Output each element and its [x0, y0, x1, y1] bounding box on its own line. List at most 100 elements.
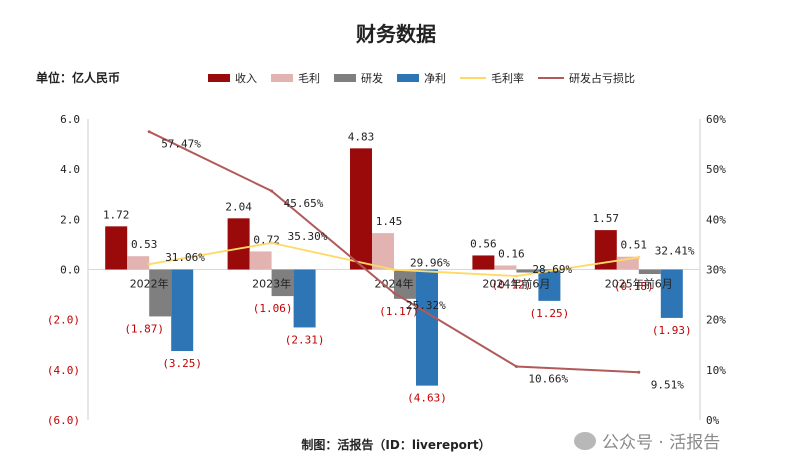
legend-label-rnd-ratio: 研发占亏损比 — [569, 72, 635, 85]
bar-label-1-3: 0.16 — [498, 247, 525, 260]
bar-label-3-3: (1.25) — [530, 307, 570, 320]
rnd-ratio-label-0: 57.47% — [161, 138, 201, 151]
bar-0-4 — [594, 230, 617, 270]
legend-swatch-net-profit — [397, 74, 419, 82]
bar-label-0-2: 4.83 — [348, 130, 375, 143]
bar-label-3-0: (3.25) — [162, 357, 202, 370]
x-tick-label: 2024年 — [375, 277, 414, 291]
legend-label-net-profit: 净利 — [424, 72, 446, 85]
bar-3-1 — [293, 269, 316, 328]
y-tick-label: 6.0 — [60, 113, 80, 126]
bar-0-3 — [472, 255, 495, 270]
y2-tick-label: 10% — [706, 364, 726, 377]
bar-2-0 — [149, 269, 172, 317]
bar-1-0 — [127, 256, 150, 270]
bar-label-3-2: (4.63) — [407, 392, 447, 405]
bar-label-2-2: (1.17) — [379, 305, 419, 318]
line-point-4-4 — [637, 255, 641, 259]
bar-label-0-0: 1.72 — [103, 208, 130, 221]
bar-label-2-4: (0.18) — [614, 280, 654, 293]
watermark-text: 公众号 · 活报告 — [602, 433, 721, 453]
legend-swatch-rnd-ratio — [538, 77, 564, 79]
line-point-5-4 — [637, 370, 641, 374]
line-point-4-3 — [514, 274, 518, 278]
y2-tick-label: 20% — [706, 314, 726, 327]
bar-label-0-4: 1.57 — [593, 212, 620, 225]
legend-label-rnd: 研发 — [361, 72, 383, 85]
gross-margin-label-4: 32.41% — [655, 244, 695, 257]
legend-swatch-revenue — [208, 74, 230, 82]
bar-1-3 — [494, 265, 517, 270]
legend-label-revenue: 收入 — [235, 72, 257, 85]
x-tick-label: 2024年前6月 — [482, 277, 550, 291]
x-tick-label: 2025年前6月 — [605, 277, 673, 291]
bar-1-2 — [372, 233, 394, 270]
bar-label-3-4: (1.93) — [652, 324, 692, 337]
legend-item-gross-margin: 毛利率 — [460, 70, 524, 86]
bar-3-3 — [538, 269, 561, 301]
x-tick-label: 2022年 — [130, 277, 169, 291]
unit-label: 单位：亿人民币 — [36, 71, 121, 85]
line-point-5-3 — [514, 365, 518, 369]
bar-2-3 — [516, 269, 539, 273]
bar-label-1-0: 0.53 — [131, 238, 158, 251]
y-tick-label: (4.0) — [47, 364, 80, 377]
y2-tick-label: 40% — [706, 213, 726, 226]
x-tick-label: 2023年 — [252, 277, 291, 291]
y-tick-label: 4.0 — [60, 163, 80, 176]
rnd-ratio-label-2: 25.32% — [406, 299, 446, 312]
legend-item-net-profit: 净利 — [397, 70, 446, 86]
bar-3-4 — [660, 269, 683, 318]
legend: 收入 毛利 研发 净利 毛利率 研发占亏损比 — [208, 70, 635, 86]
bar-2-1 — [271, 269, 294, 297]
watermark: 公众号 · 活报告 — [574, 428, 720, 453]
legend-item-rnd-ratio: 研发占亏损比 — [538, 70, 635, 86]
bar-2-4 — [638, 269, 661, 275]
gross-margin-label-1: 35.30% — [288, 230, 328, 243]
y-tick-label: 0.0 — [60, 264, 80, 277]
legend-swatch-rnd — [334, 74, 356, 82]
legend-label-gross-margin: 毛利率 — [491, 72, 524, 85]
bar-1-1 — [249, 251, 272, 270]
bar-0-0 — [105, 226, 128, 270]
gross-margin-label-3: 28.69% — [532, 263, 572, 276]
line-point-4-0 — [147, 262, 151, 266]
y2-tick-label: 50% — [706, 163, 726, 176]
bar-label-2-3: (0.12) — [492, 279, 532, 292]
y2-tick-label: 30% — [706, 264, 726, 277]
legend-label-gross-profit: 毛利 — [298, 72, 320, 85]
bar-3-2 — [416, 269, 438, 386]
rnd-ratio-label-4: 9.51% — [651, 378, 684, 391]
bar-label-0-3: 0.56 — [470, 237, 497, 250]
y2-tick-label: 60% — [706, 113, 726, 126]
legend-item-gross-profit: 毛利 — [271, 70, 320, 86]
gross-margin-label-2: 29.96% — [410, 257, 450, 270]
wechat-icon — [574, 431, 596, 450]
rnd-ratio-label-3: 10.66% — [528, 373, 568, 386]
y-tick-label: (2.0) — [47, 314, 80, 327]
rnd-ratio-label-1: 45.65% — [284, 197, 324, 210]
line-point-4-1 — [270, 241, 274, 245]
legend-swatch-gross-margin — [460, 77, 486, 79]
y2-tick-label: 0% — [706, 414, 720, 427]
y-tick-label: 2.0 — [60, 213, 80, 226]
y-tick-label: (6.0) — [47, 414, 80, 427]
bar-label-2-1: (1.06) — [253, 302, 293, 315]
legend-item-revenue: 收入 — [208, 70, 257, 86]
bar-0-1 — [227, 218, 250, 270]
legend-swatch-gross-profit — [271, 74, 293, 82]
chart-credit: 制图：活报告（ID：livereport） — [301, 438, 491, 452]
line-point-5-1 — [270, 189, 274, 193]
bar-label-3-1: (2.31) — [285, 333, 325, 346]
bar-2-2 — [394, 269, 416, 299]
legend-item-rnd: 研发 — [334, 70, 383, 86]
chart-title: 财务数据 — [356, 22, 436, 46]
gross-margin-label-0: 31.06% — [165, 251, 205, 264]
bar-label-2-0: (1.87) — [124, 322, 164, 335]
bar-0-2 — [350, 148, 372, 270]
bar-label-1-2: 1.45 — [376, 215, 403, 228]
bar-3-0 — [171, 269, 194, 352]
line-point-5-2 — [392, 291, 396, 295]
line-point-5-0 — [147, 130, 151, 134]
